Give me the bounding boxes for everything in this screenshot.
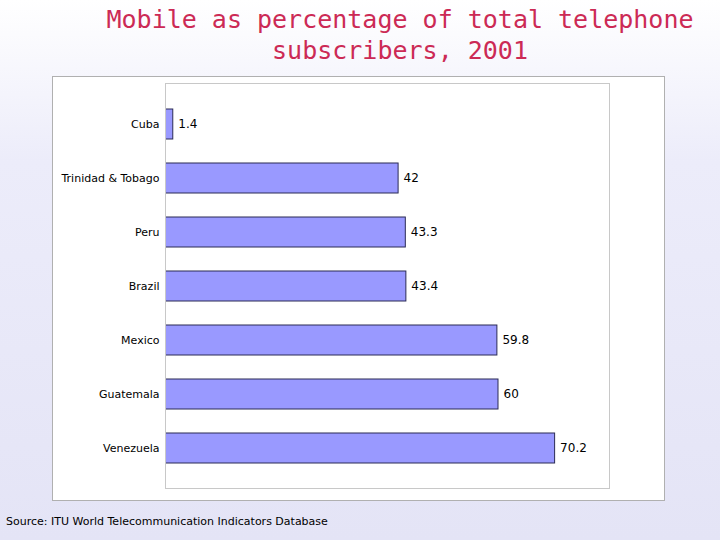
svg-text:Mexico: Mexico — [121, 334, 160, 347]
svg-text:42: 42 — [404, 171, 419, 185]
svg-text:Venezuela: Venezuela — [103, 442, 160, 455]
svg-text:70.2: 70.2 — [560, 441, 587, 455]
html-text:Mobile as percentage of total: Mobile as percentage of total telephone … — [106, 5, 694, 65]
svg-text:Peru: Peru — [135, 226, 160, 239]
svg-text:Cuba: Cuba — [131, 118, 159, 131]
svg-text:1.4: 1.4 — [178, 117, 197, 131]
svg-text:43.4: 43.4 — [411, 279, 438, 293]
svg-text:Brazil: Brazil — [129, 280, 160, 293]
svg-text:Guatemala: Guatemala — [99, 388, 160, 401]
svg-text:60: 60 — [504, 387, 519, 401]
svg-text:43.3: 43.3 — [411, 225, 438, 239]
svg-text:59.8: 59.8 — [502, 333, 529, 347]
html-text:Source: ITU World Telecommunic: Source: ITU World Telecommunication Indi… — [6, 515, 328, 528]
svg-text:Trinidad & Tobago: Trinidad & Tobago — [60, 172, 159, 185]
